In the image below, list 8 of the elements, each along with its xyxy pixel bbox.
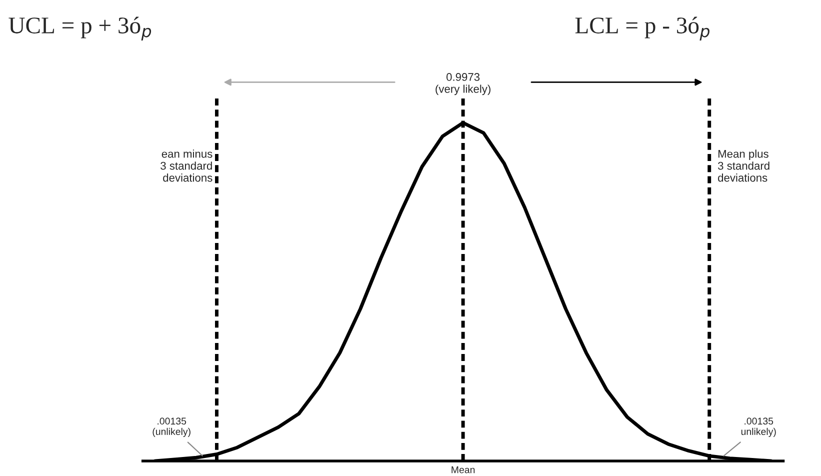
text: LCL = p - 3ó$_{p}$ bbox=[575, 16, 710, 41]
text: 0.9973 (very likely) bbox=[436, 73, 490, 96]
annotation: Mean plus 3 standard deviations bbox=[718, 150, 770, 182]
annotation: .00135 (unlikely) bbox=[152, 418, 190, 437]
annotation: ean minus 3 standard deviations bbox=[160, 150, 212, 182]
text: Mean bbox=[452, 466, 475, 474]
text: UCL = p + 3ó$_{p}$ bbox=[8, 16, 152, 41]
annotation: .00135 unlikely) bbox=[741, 418, 776, 437]
